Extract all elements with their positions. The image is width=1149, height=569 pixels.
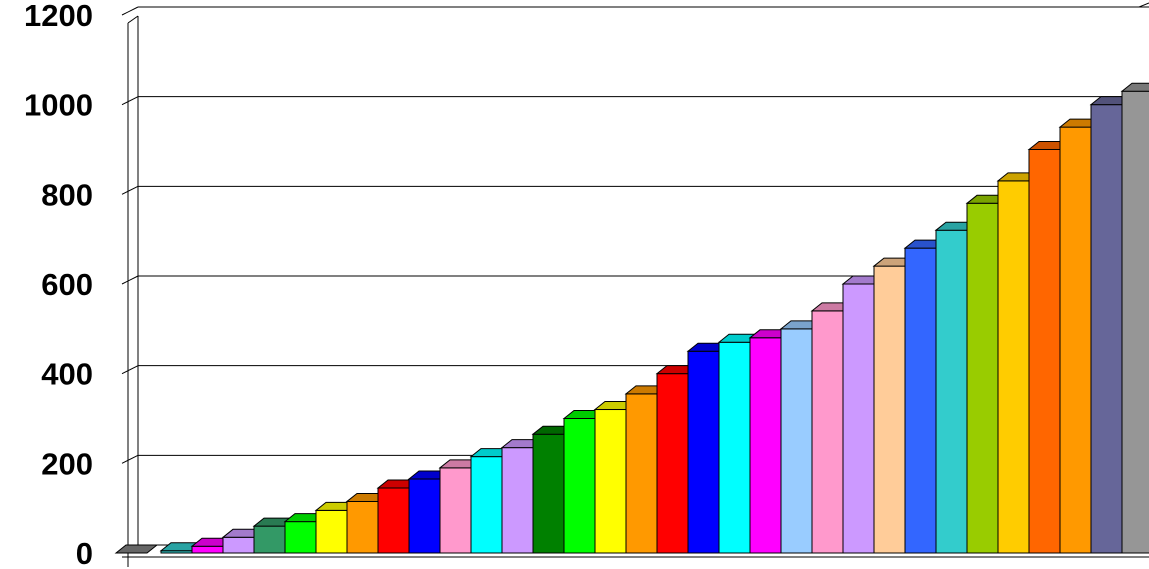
bar (934, 221, 979, 554)
y-tick-label: 1000 (24, 88, 93, 123)
axis-tick (121, 454, 139, 464)
bar-front (408, 478, 441, 554)
y-tick-label: 200 (41, 446, 93, 481)
bar-front (1121, 90, 1149, 554)
axis-tick (121, 96, 139, 106)
bar-front (780, 328, 813, 554)
bar-front (997, 180, 1030, 554)
bar-front (377, 487, 410, 554)
bar (562, 410, 607, 554)
bar-front (1090, 104, 1123, 554)
bar-front (501, 447, 534, 554)
bar (624, 385, 669, 554)
axes (121, 6, 1149, 567)
bar-front (1059, 126, 1092, 554)
bar-front (749, 337, 782, 554)
gridline-end (1138, 2, 1149, 8)
bar (469, 448, 514, 554)
bar (810, 302, 855, 554)
bar-top (1120, 82, 1149, 92)
bar-front (470, 456, 503, 554)
y-tick-label: 0 (76, 536, 93, 569)
axis-tick (121, 365, 139, 375)
bar-front (687, 350, 720, 554)
bar-front (532, 433, 565, 554)
bar-front (346, 500, 379, 554)
bar-front (842, 283, 875, 554)
bar-front (284, 521, 317, 554)
bar (841, 275, 886, 554)
bar-front (222, 536, 255, 554)
gridlines (138, 2, 1149, 546)
bar-top (114, 544, 159, 554)
bar (1120, 82, 1149, 554)
y-tick-label: 400 (41, 357, 93, 392)
bar (376, 479, 421, 554)
y-tick-label: 1200 (24, 0, 93, 33)
bar-front (594, 409, 627, 554)
bar-front (253, 525, 286, 554)
y-tick-label: 800 (41, 177, 93, 212)
bar (500, 439, 545, 554)
bar-front (718, 341, 751, 554)
bar-front (315, 509, 348, 554)
bar-front (439, 467, 472, 554)
bar (779, 320, 824, 554)
bar-front (1028, 149, 1061, 554)
bar-front (191, 545, 224, 554)
axis-tick (121, 185, 139, 195)
bar (1089, 96, 1134, 554)
bar-front (811, 310, 844, 554)
y-tick-labels: 0 200 400 600 800 1000 1200 (24, 0, 93, 569)
bar-front (656, 373, 689, 554)
axis-tick (121, 6, 139, 16)
bar-front (935, 229, 968, 554)
bar (717, 333, 762, 554)
bar (114, 544, 159, 554)
y-tick-label: 600 (41, 267, 93, 302)
bar-front (904, 247, 937, 554)
bar-front (563, 418, 596, 554)
bar-front (966, 202, 999, 554)
axis-tick (121, 275, 139, 285)
bars (114, 82, 1149, 554)
y-axis-top (127, 15, 139, 24)
bar-front (625, 393, 658, 554)
bar-front (873, 265, 906, 554)
